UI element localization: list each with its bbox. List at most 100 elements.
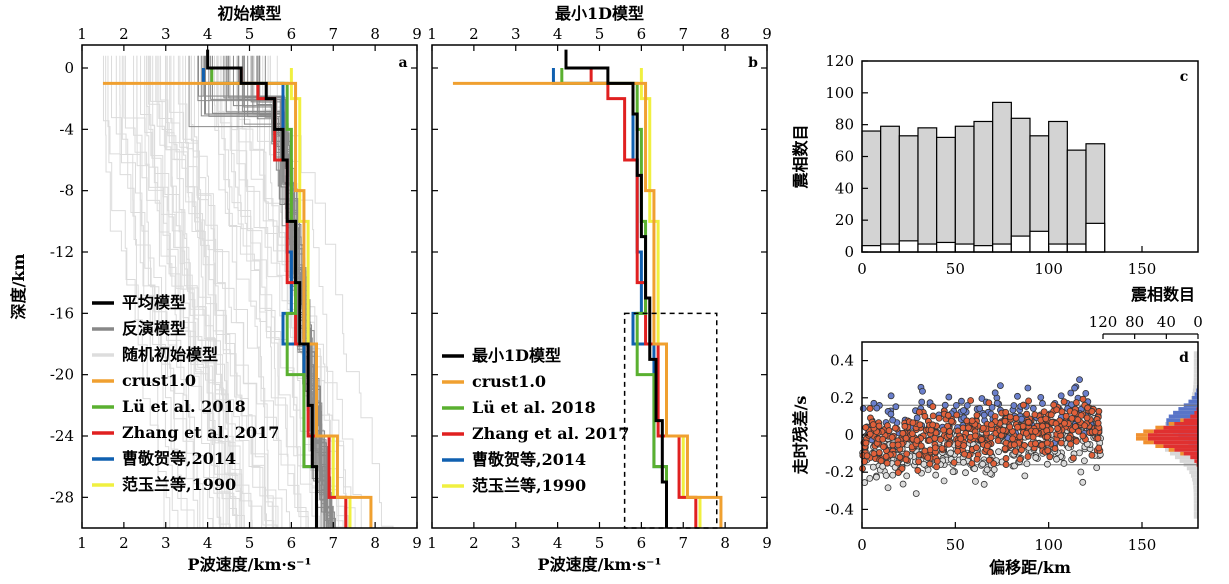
random-model-line [148, 55, 251, 529]
scatter-point [1079, 432, 1087, 440]
scatter-point [937, 436, 944, 443]
y-tick-label: 20 [835, 211, 854, 229]
scatter-point [1053, 455, 1060, 463]
scatter-point [1081, 422, 1089, 430]
scatter-point [1091, 428, 1099, 435]
x-tick-label: 150 [1128, 536, 1157, 554]
residual-hist-bar [1147, 436, 1198, 441]
scatter-point [1083, 414, 1091, 422]
hist-inner-bar [1010, 235, 1031, 253]
scatter-point [1019, 422, 1027, 430]
hist-bar [936, 136, 956, 253]
residual-hist-bar [1192, 395, 1198, 400]
random-model-line [198, 55, 288, 529]
scatter-point [991, 389, 999, 397]
x-tick-label: 50 [946, 536, 965, 554]
scatter-point [999, 426, 1007, 434]
scatter-point [873, 404, 881, 412]
random-model-line [144, 55, 250, 529]
scatter-point [1071, 409, 1078, 417]
scatter-point [931, 444, 939, 452]
scatter-point [915, 451, 923, 459]
residual-hist-bar [1186, 466, 1198, 471]
scatter-point [948, 417, 955, 425]
x-tick-label: 8 [720, 534, 730, 552]
x-tick-label: 3 [511, 534, 521, 552]
random-model-line [102, 55, 172, 529]
residual-hist-bar [1193, 503, 1198, 508]
random-initial-models [102, 55, 401, 529]
residual-hist-bar [1193, 496, 1198, 501]
residual-hist-bar [1178, 407, 1198, 411]
residual-hist-bar [1143, 440, 1154, 445]
x-axis-label: 偏移距/km [989, 558, 1071, 577]
scatter-point [1047, 411, 1055, 419]
scatter-point [1040, 408, 1048, 416]
scatter-point [972, 477, 979, 485]
y-tick-label: 0 [844, 243, 854, 261]
hist-bar [973, 120, 994, 253]
panel-letter: a [398, 55, 407, 71]
hist-bar [954, 125, 975, 253]
legend-label: 范玉兰等,1990 [472, 476, 586, 495]
x-tick-label: 9 [762, 534, 772, 552]
panel-d: 0 50 100 150 0.4 0.2 0 -0.2 -0.4 偏移距/km 走时残差/s d 120… [791, 313, 1203, 577]
scatter-point [953, 411, 961, 419]
panel-title: 最小1D模型 [555, 4, 644, 23]
scatter-point [1009, 435, 1017, 443]
scatter-point [938, 445, 946, 452]
scatter-point [863, 452, 871, 460]
x-tick-label: 2 [469, 25, 479, 43]
y-tick-label: 40 [835, 179, 854, 197]
count-axis-label: 0 [1193, 313, 1203, 331]
residual-hist-bar [1163, 444, 1198, 449]
residual-hist-bar [1153, 440, 1198, 445]
scatter-point [979, 460, 987, 468]
residual-hist-bar [1183, 418, 1198, 422]
scatter-point [1010, 402, 1018, 409]
scatter-point [1075, 427, 1082, 435]
scatter-point [1024, 384, 1032, 392]
scatter-point [1094, 434, 1102, 442]
residual-hist-bar [1193, 500, 1198, 504]
x-axis-label: P波速度/km·s⁻¹ [188, 555, 312, 574]
y-tick-label: 0.4 [830, 352, 854, 370]
scatter-point [1020, 401, 1027, 409]
scatter-point [949, 468, 957, 476]
x-tick-label: 7 [328, 534, 338, 552]
legend-label: Lü et al. 2018 [122, 397, 246, 416]
scatter-point [952, 401, 960, 409]
residual-hist-bar [1180, 451, 1184, 456]
panel-b: 1 1 2 2 3 3 4 4 5 5 6 6 7 7 8 8 9 9 最小1D模型 P波速度/km·s⁻¹ b 最小1D… [427, 4, 772, 574]
y-tick-label: 80 [835, 116, 854, 134]
hist-inner-bar [954, 243, 975, 253]
scatter-point [914, 467, 922, 474]
residual-hist-bar [1193, 362, 1198, 367]
scatter-point [994, 437, 1002, 445]
scatter-point [968, 417, 976, 425]
random-model-line [177, 55, 252, 529]
scatter-point [891, 424, 899, 432]
hist-bar [917, 127, 938, 253]
legend-label: 范玉兰等,1990 [122, 475, 236, 494]
scatter-point [933, 457, 941, 465]
scatter-point [1060, 398, 1068, 406]
hist-bar [861, 130, 882, 253]
residual-hist-bar [1183, 451, 1198, 456]
residual-hist-bar [1193, 358, 1198, 363]
x-tick-label: 7 [328, 25, 338, 43]
scatter-point [915, 458, 922, 466]
x-tick-label: 100 [1034, 260, 1063, 278]
residual-hist-bar [1174, 448, 1198, 452]
scatter-point [940, 477, 948, 485]
scatter-point [1065, 434, 1073, 442]
series-line [239, 68, 348, 528]
y-tick-label: -4 [59, 120, 74, 138]
residual-hist-bar [1193, 381, 1198, 385]
hist-inner-bar [992, 243, 1012, 253]
scatter-point [1058, 408, 1066, 416]
hist-bar [898, 135, 919, 253]
scatter-point [1039, 422, 1046, 430]
residual-hist-bar [1190, 414, 1198, 419]
